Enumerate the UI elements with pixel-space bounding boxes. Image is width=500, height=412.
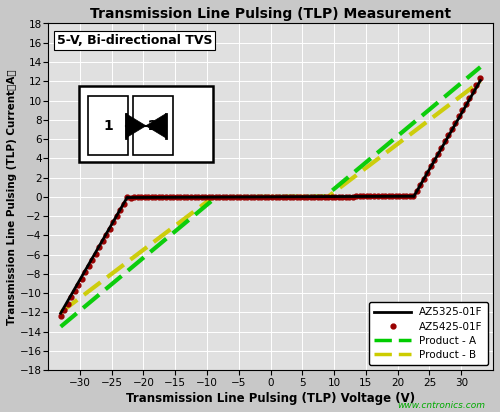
Text: 1: 1 — [103, 119, 113, 133]
Bar — [88, 96, 128, 155]
Text: 5-V, Bi-directional TVS: 5-V, Bi-directional TVS — [57, 34, 212, 47]
Bar — [79, 86, 212, 162]
X-axis label: Transmission Line Pulsing (TLP) Voltage (V): Transmission Line Pulsing (TLP) Voltage … — [126, 392, 415, 405]
Legend: AZ5325-01F, AZ5425-01F, Product - A, Product - B: AZ5325-01F, AZ5425-01F, Product - A, Pro… — [369, 302, 488, 365]
Bar — [132, 96, 172, 155]
Polygon shape — [126, 114, 146, 138]
Y-axis label: Transmission Line Pulsing (TLP) Current（A）: Transmission Line Pulsing (TLP) Current（… — [7, 69, 17, 325]
Text: www.cntronics.com: www.cntronics.com — [397, 401, 485, 410]
Polygon shape — [146, 114, 166, 138]
Text: 2: 2 — [148, 119, 158, 133]
Title: Transmission Line Pulsing (TLP) Measurement: Transmission Line Pulsing (TLP) Measurem… — [90, 7, 451, 21]
